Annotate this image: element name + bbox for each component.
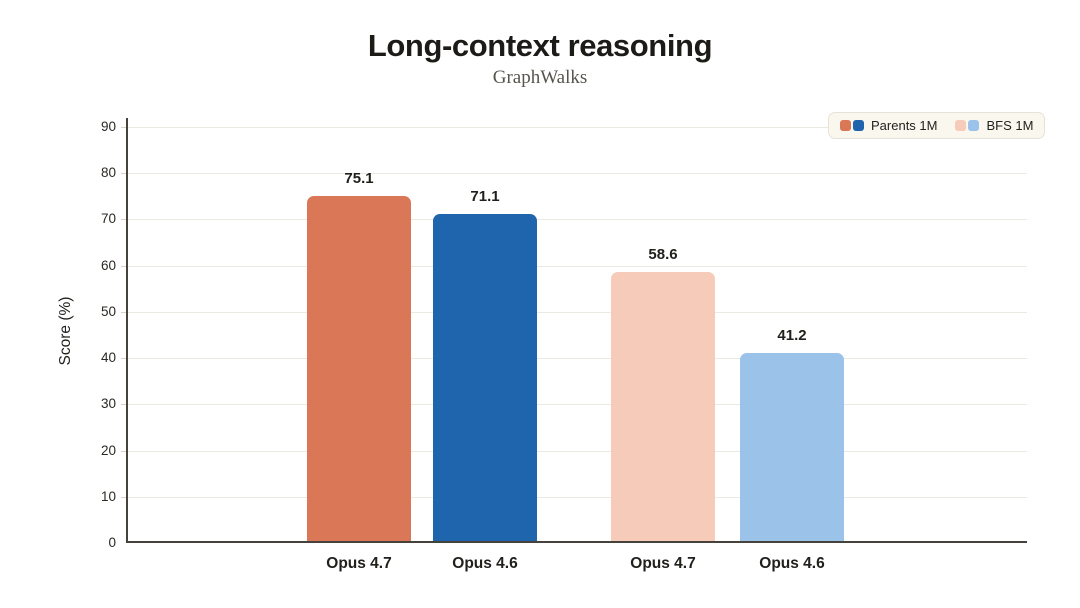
legend-entry-bfs-1m: BFS 1M	[955, 118, 1033, 133]
legend: Parents 1M BFS 1M	[828, 112, 1046, 139]
legend-label: Parents 1M	[871, 118, 938, 133]
gridline	[128, 265, 1027, 267]
legend-color-swatch	[968, 120, 980, 131]
bar-value-label: 75.1	[344, 169, 374, 187]
gridline	[128, 358, 1027, 360]
bar-bfs-1m-opus-4.6	[740, 352, 844, 541]
bar-parents-1m-opus-4.6	[433, 214, 537, 541]
y-tick-mark	[121, 265, 126, 267]
y-tick-mark	[121, 219, 126, 221]
y-tick-mark	[121, 404, 126, 406]
bar-value-label: 41.2	[777, 326, 807, 344]
legend-color-swatch	[840, 120, 851, 131]
y-tick-mark	[121, 173, 126, 175]
y-tick-label: 60	[100, 257, 116, 273]
plot-area	[126, 118, 1027, 543]
legend-swatch-pair	[840, 120, 864, 131]
y-tick-mark	[121, 311, 126, 313]
y-tick-mark	[121, 127, 126, 128]
legend-label: BFS 1M	[986, 118, 1034, 133]
y-tick-label: 10	[100, 488, 116, 504]
gridline	[128, 404, 1027, 406]
gridline	[128, 311, 1027, 313]
y-tick-mark	[121, 496, 126, 498]
x-category-label: Opus 4.7	[630, 555, 696, 572]
y-tick-label: 50	[100, 303, 116, 319]
bar-bfs-1m-opus-4.7	[611, 272, 715, 541]
y-tick-mark	[121, 358, 126, 360]
gridline	[128, 496, 1027, 498]
legend-color-swatch	[955, 120, 967, 131]
legend-color-swatch	[853, 120, 864, 131]
bar-value-label: 71.1	[470, 188, 500, 206]
x-category-label: Opus 4.6	[759, 555, 825, 572]
page-title: Long-context reasoning	[367, 28, 713, 63]
x-category-label: Opus 4.6	[452, 555, 518, 572]
gridline	[128, 173, 1027, 175]
x-category-label: Opus 4.7	[326, 555, 392, 572]
y-tick-label: 80	[100, 165, 116, 181]
y-tick-label: 30	[100, 396, 116, 412]
gridline	[128, 127, 1027, 128]
gridline	[128, 219, 1027, 221]
gridline	[128, 450, 1027, 452]
y-tick-mark	[121, 450, 126, 452]
bar-parents-1m-opus-4.7	[307, 195, 411, 541]
y-tick-label: 0	[108, 535, 116, 550]
y-tick-label: 70	[100, 211, 116, 227]
legend-entry-parents-1m: Parents 1M	[840, 118, 937, 133]
legend-swatch-pair	[955, 120, 980, 131]
chart-subtitle: GraphWalks	[492, 67, 588, 88]
y-tick-label: 20	[100, 442, 116, 458]
y-tick-label: 40	[100, 350, 116, 366]
y-tick-label: 90	[100, 119, 116, 134]
bar-value-label: 58.6	[648, 246, 678, 264]
